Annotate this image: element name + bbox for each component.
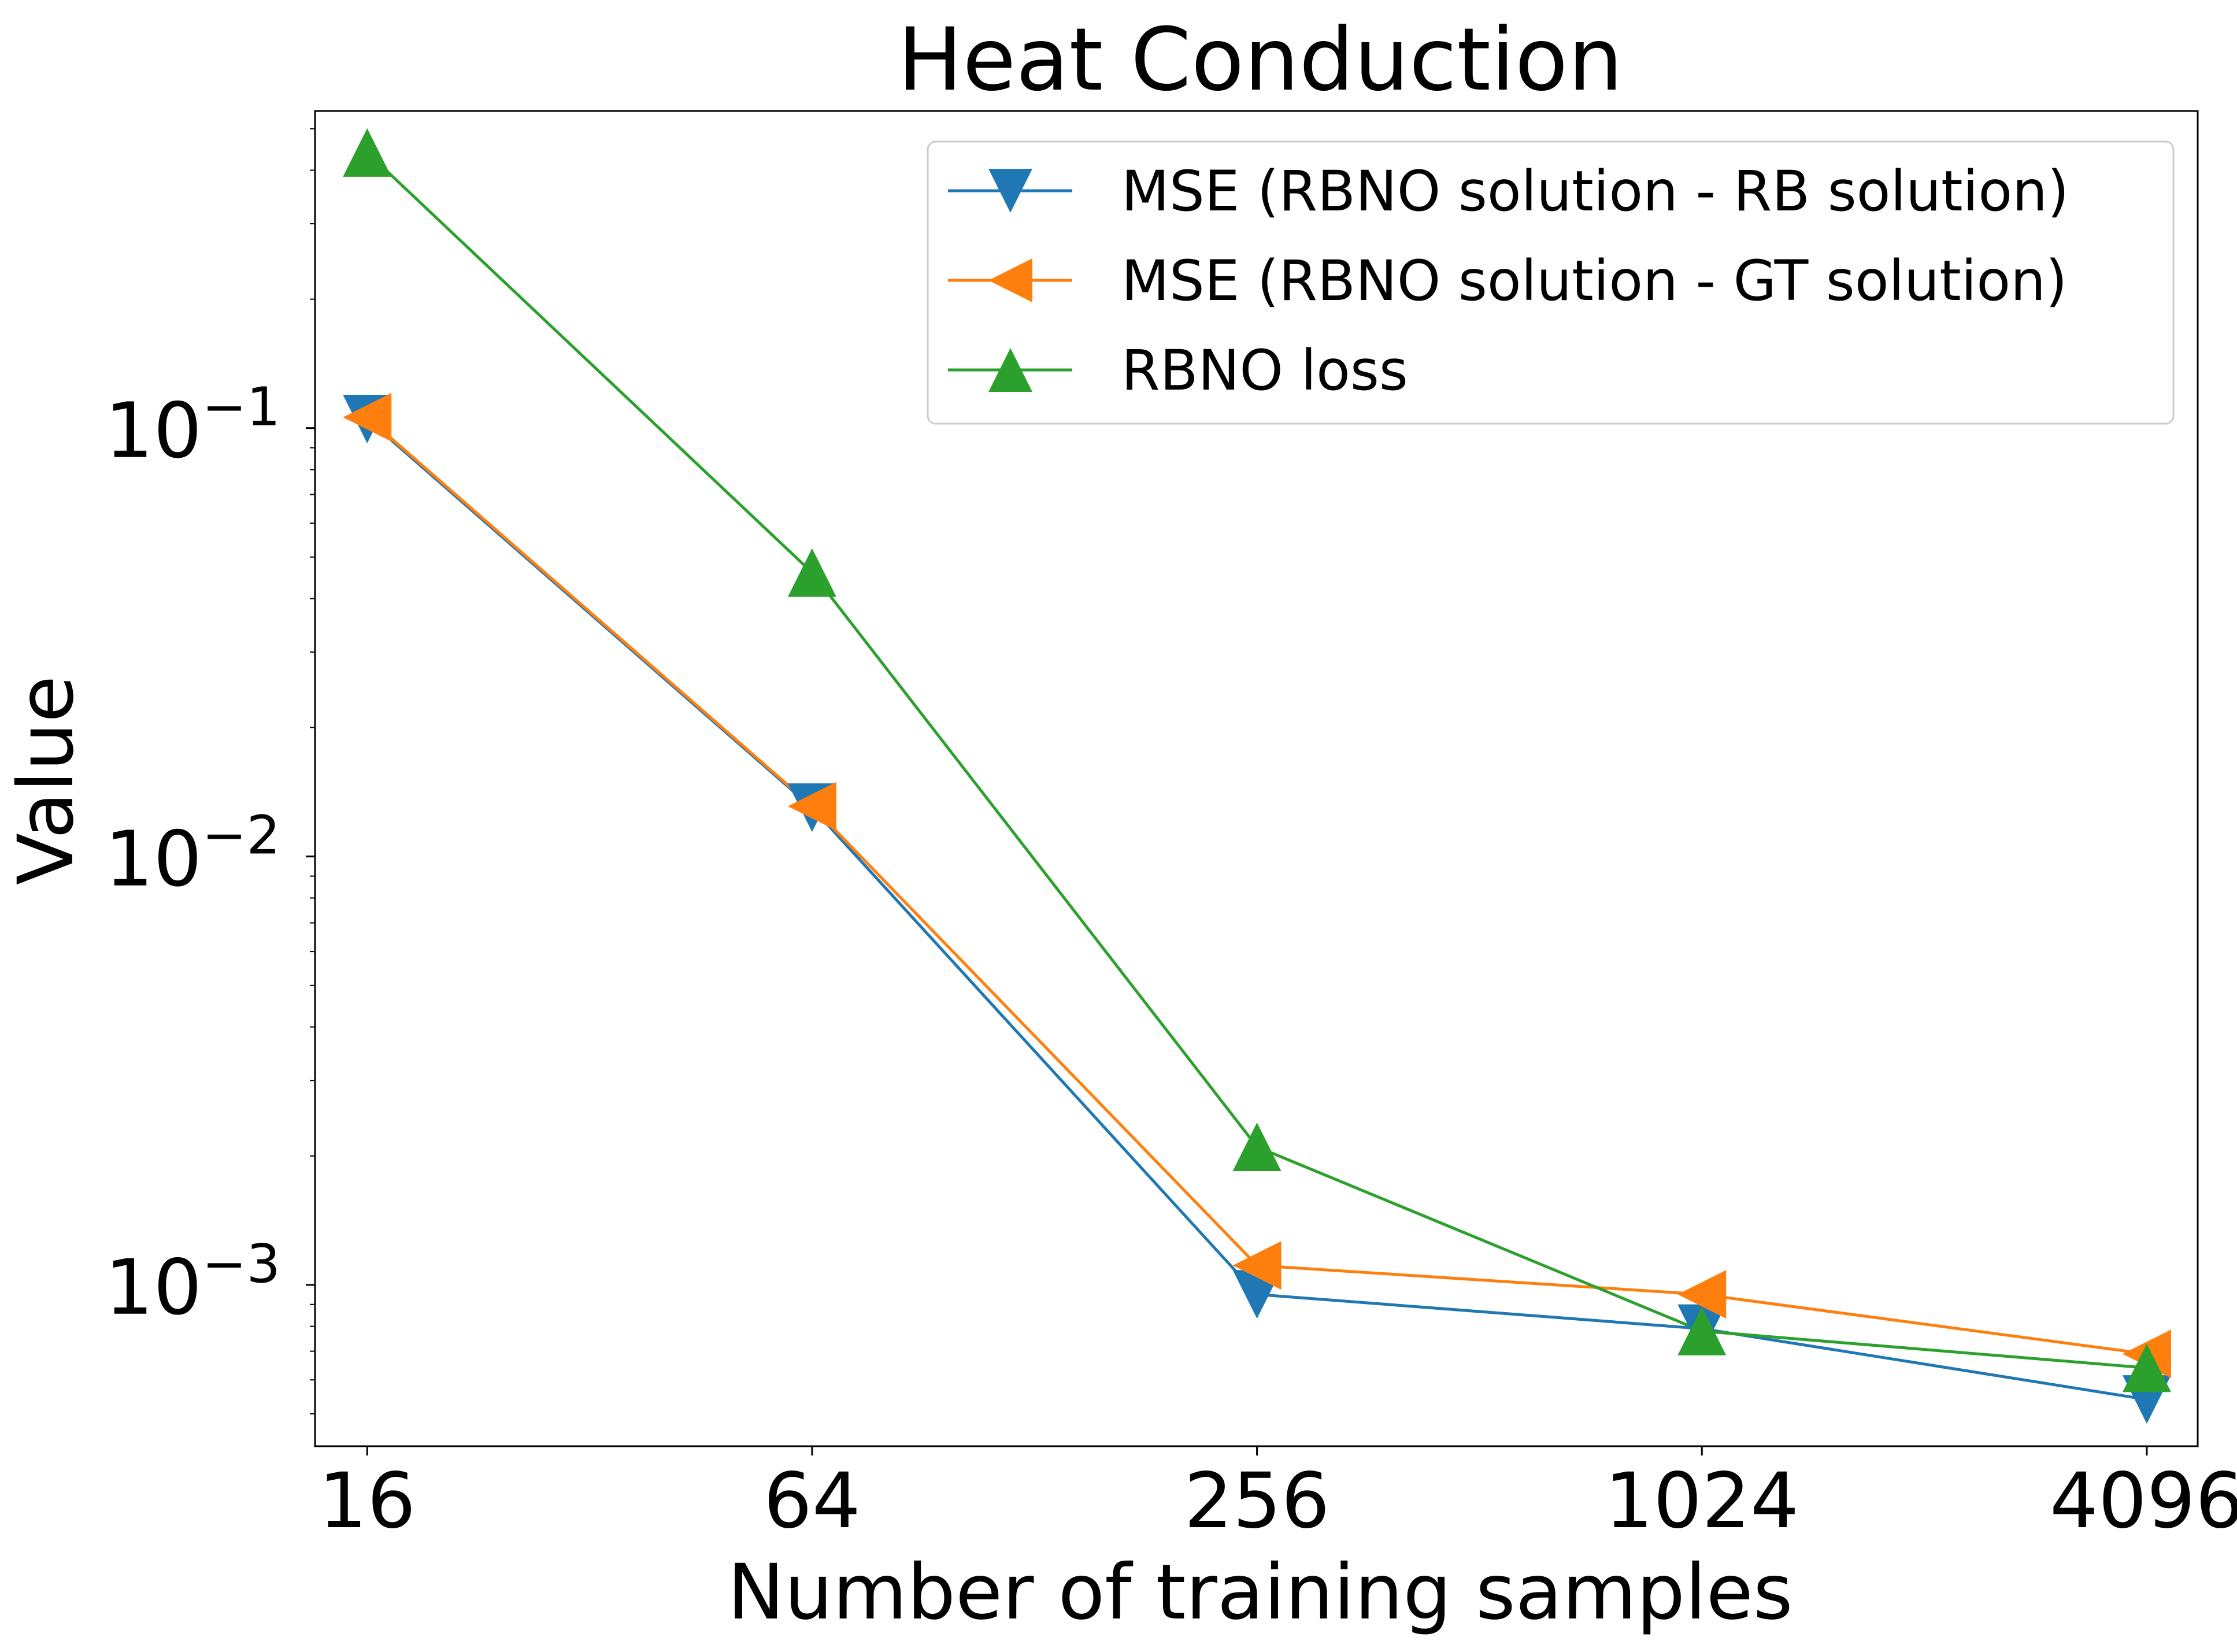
x-tick-label: 256 — [1184, 1457, 1330, 1546]
y-tick-exponent: −3 — [202, 1233, 280, 1295]
y-axis-label: Value — [2, 676, 91, 885]
data-point-marker — [1677, 1306, 1727, 1355]
series-line — [366, 416, 2147, 1355]
x-tick-label: 16 — [318, 1457, 416, 1546]
x-tick-label: 1024 — [1605, 1457, 1799, 1546]
legend-marker — [988, 258, 1032, 302]
x-axis-label: Number of training samples — [727, 1548, 1792, 1637]
legend-box — [927, 140, 2175, 425]
y-tick-base: 10 — [105, 387, 202, 476]
legend: MSE (RBNO solution - RB solution) MSE (RB… — [927, 140, 2175, 425]
data-point-marker — [1677, 1270, 1727, 1319]
x-tick-label: 64 — [764, 1457, 861, 1546]
x-axis-ticks: 16 64 256 1024 4096 — [318, 1446, 2237, 1546]
legend-marker — [988, 348, 1032, 392]
legend-label: RBNO loss — [1121, 338, 1408, 403]
y-axis-ticks: 10−110−210−3 — [105, 128, 315, 1414]
x-tick-label: 4096 — [2050, 1457, 2237, 1546]
y-tick-label: 10−2 — [105, 805, 280, 904]
y-tick-exponent: −2 — [202, 805, 280, 866]
data-point-marker — [787, 548, 836, 597]
chart-title: Heat Conduction — [897, 10, 1623, 110]
data-point-marker — [2122, 1343, 2171, 1392]
legend-label: MSE (RBNO solution - RB solution) — [1121, 159, 2069, 224]
series-layer — [343, 128, 2171, 1424]
legend-marker — [988, 169, 1032, 213]
y-tick-label: 10−1 — [105, 376, 280, 476]
data-point-marker — [343, 128, 392, 177]
data-point-marker — [787, 781, 836, 831]
legend-label: MSE (RBNO solution - GT solution) — [1121, 249, 2067, 313]
y-tick-base: 10 — [105, 1243, 202, 1332]
y-tick-base: 10 — [105, 815, 202, 904]
y-tick-label: 10−3 — [105, 1233, 280, 1332]
data-point-marker — [343, 392, 392, 442]
y-tick-exponent: −1 — [202, 376, 280, 438]
data-point-marker — [1232, 1123, 1282, 1172]
data-point-marker — [1232, 1241, 1282, 1290]
series-line — [366, 418, 2147, 1401]
